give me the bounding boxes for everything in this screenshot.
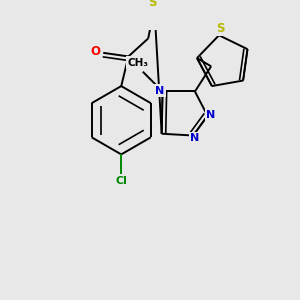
Text: O: O	[90, 44, 100, 58]
Text: Cl: Cl	[115, 176, 127, 186]
Text: N: N	[155, 85, 164, 96]
Text: S: S	[217, 22, 225, 34]
Text: CH₃: CH₃	[128, 58, 149, 68]
Text: S: S	[148, 0, 157, 9]
Text: N: N	[206, 110, 216, 120]
Text: N: N	[190, 133, 200, 143]
